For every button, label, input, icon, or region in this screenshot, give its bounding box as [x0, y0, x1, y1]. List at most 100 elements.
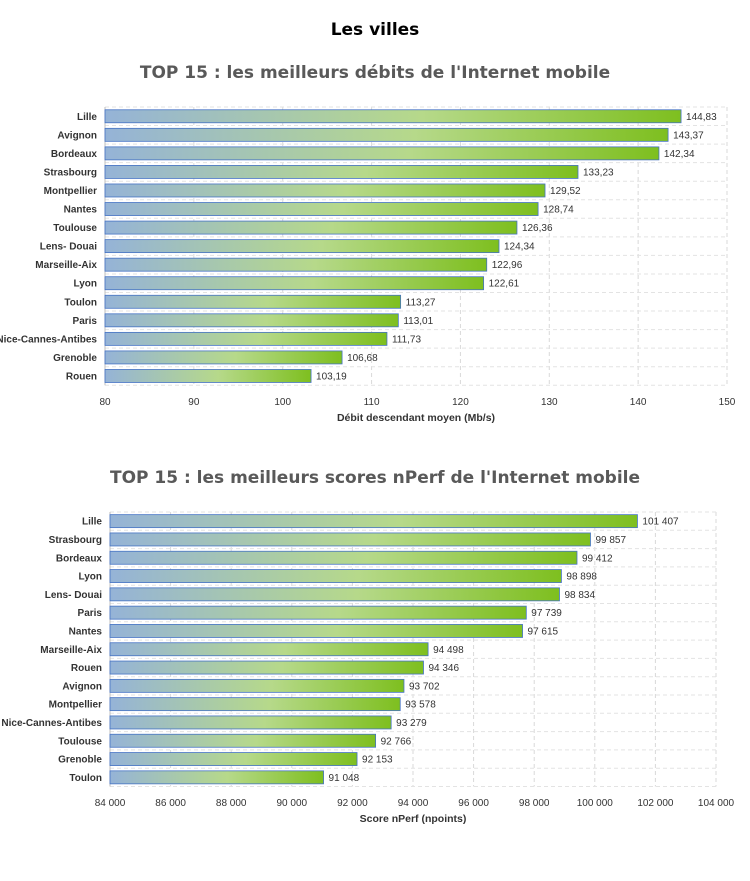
bar: [104, 109, 682, 124]
value-label: 93 279: [396, 718, 427, 729]
value-label: 93 578: [405, 700, 436, 711]
bar: [104, 369, 312, 383]
nperf-score-chart: TOP 15 : les meilleurs scores nPerf de l…: [1, 468, 735, 825]
bar: [109, 532, 591, 547]
value-label: 113,27: [406, 297, 436, 308]
value-label: 101 407: [642, 517, 679, 528]
category-label: Toulon: [69, 773, 102, 784]
value-label: 129,52: [550, 186, 581, 197]
category-label: Grenoble: [58, 755, 102, 766]
tick-label: 90 000: [277, 798, 308, 809]
category-label: Nantes: [69, 626, 103, 637]
category-label: Toulouse: [58, 736, 102, 747]
bar: [109, 642, 429, 657]
category-label: Lyon: [78, 572, 102, 583]
value-label: 144,83: [686, 112, 717, 123]
bar: [104, 202, 539, 216]
tick-label: 102 000: [637, 798, 674, 809]
bar: [104, 127, 669, 142]
category-label: Toulouse: [53, 223, 97, 234]
category-label: Grenoble: [53, 353, 97, 364]
bar: [104, 165, 579, 179]
value-label: 93 702: [409, 681, 440, 692]
tick-label: 84 000: [95, 798, 126, 809]
bar: [109, 624, 523, 638]
tick-label: 96 000: [458, 798, 489, 809]
bar: [109, 550, 578, 565]
value-label: 143,37: [673, 130, 704, 141]
category-label: Lyon: [73, 279, 97, 290]
tick-label: 94 000: [398, 798, 429, 809]
bar: [104, 257, 488, 272]
tick-label: 100 000: [577, 798, 614, 809]
category-label: Rouen: [66, 371, 97, 382]
tick-label: 80: [99, 397, 111, 408]
value-label: 91 048: [329, 773, 360, 784]
value-label: 106,68: [347, 353, 378, 364]
tick-label: 104 000: [698, 798, 735, 809]
tick-label: 100: [274, 397, 291, 408]
value-label: 99 857: [595, 535, 626, 546]
category-label: Bordeaux: [56, 553, 103, 564]
value-label: 97 739: [531, 608, 562, 619]
value-label: 98 834: [564, 590, 595, 601]
value-label: 103,19: [316, 371, 347, 382]
chart-title: TOP 15 : les meilleurs débits de l'Inter…: [140, 63, 610, 83]
chart-title: TOP 15 : les meilleurs scores nPerf de l…: [110, 468, 640, 488]
category-label: Lille: [77, 112, 97, 123]
tick-label: 140: [630, 397, 647, 408]
bar: [109, 605, 527, 620]
bar: [109, 569, 562, 583]
tick-label: 150: [719, 397, 736, 408]
value-label: 126,36: [522, 223, 553, 234]
value-label: 99 412: [582, 553, 613, 564]
category-label: Marseille-Aix: [40, 645, 102, 656]
category-label: Avignon: [62, 681, 102, 692]
bar: [104, 276, 485, 291]
bar: [104, 183, 546, 198]
value-label: 97 615: [528, 626, 559, 637]
bar: [109, 697, 401, 712]
page-heading: Les villes: [330, 20, 420, 40]
bar: [109, 770, 324, 785]
value-label: 142,34: [664, 149, 695, 160]
category-label: Lille: [82, 517, 102, 528]
bar: [109, 715, 392, 730]
category-label: Bordeaux: [51, 149, 98, 160]
bar: [109, 733, 377, 748]
tick-label: 90: [188, 397, 200, 408]
category-label: Lens- Douai: [45, 590, 102, 601]
category-label: Nantes: [64, 205, 98, 216]
value-label: 94 498: [433, 645, 464, 656]
bar: [109, 678, 405, 693]
speed-chart: TOP 15 : les meilleurs débits de l'Inter…: [0, 63, 736, 424]
category-label: Nice-Cannes-Antibes: [1, 718, 102, 729]
bar: [104, 313, 399, 328]
value-label: 111,73: [392, 334, 422, 345]
category-label: Paris: [78, 608, 103, 619]
tick-label: 120: [452, 397, 469, 408]
bar: [109, 752, 358, 766]
tick-label: 92 000: [337, 798, 368, 809]
x-axis-label: Débit descendant moyen (Mb/s): [337, 412, 495, 424]
bar: [104, 146, 660, 161]
category-label: Avignon: [57, 130, 97, 141]
category-label: Nice-Cannes-Antibes: [0, 334, 97, 345]
tick-label: 110: [364, 397, 380, 408]
category-label: Marseille-Aix: [35, 260, 97, 271]
bar: [109, 587, 560, 602]
value-label: 98 898: [566, 572, 597, 583]
value-label: 94 346: [428, 663, 459, 674]
category-label: Rouen: [71, 663, 102, 674]
value-label: 122,61: [489, 279, 520, 290]
value-label: 113,01: [403, 316, 433, 327]
bar: [109, 660, 424, 675]
category-label: Strasbourg: [44, 167, 97, 178]
bar: [104, 350, 343, 365]
category-label: Paris: [73, 316, 98, 327]
category-label: Toulon: [64, 297, 97, 308]
bar: [109, 514, 638, 529]
tick-label: 98 000: [519, 798, 550, 809]
bar: [104, 331, 388, 346]
